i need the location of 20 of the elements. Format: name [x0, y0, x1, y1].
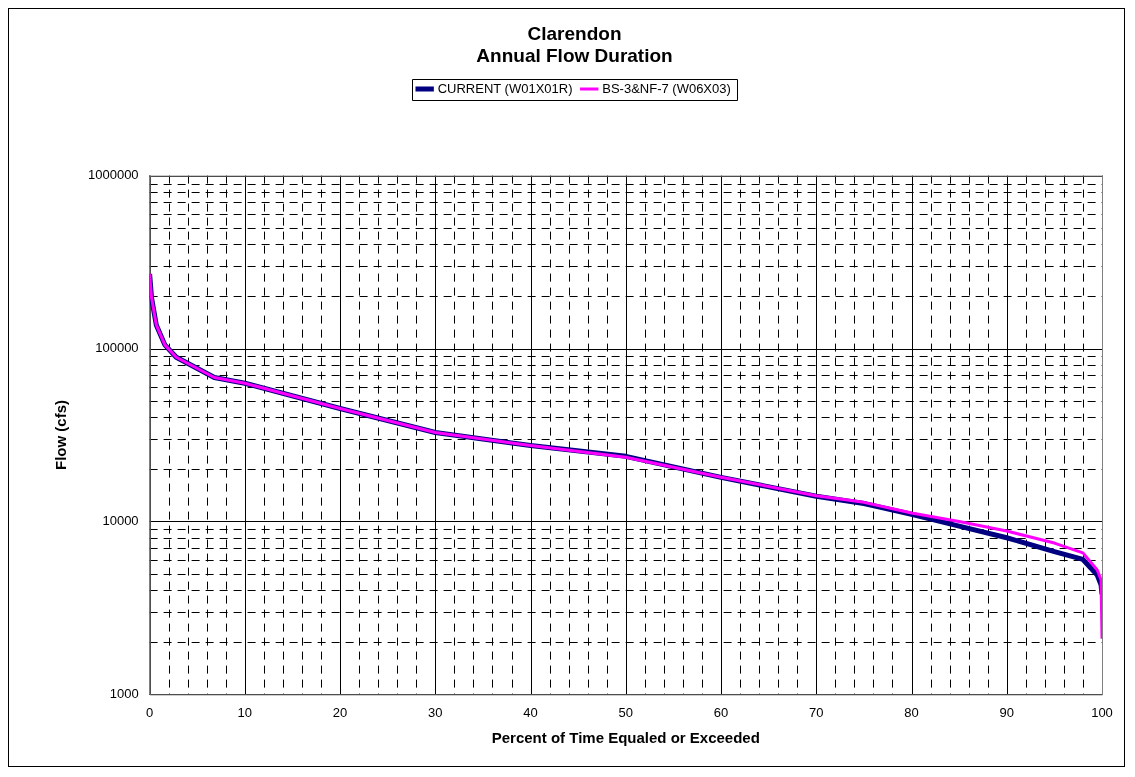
- x-tick-label: 60: [713, 704, 729, 720]
- legend-label: CURRENT (W01X01R): [437, 80, 573, 96]
- x-tick-label: 70: [809, 704, 824, 720]
- x-tick-label: 80: [904, 704, 919, 720]
- x-axis-title: Percent of Time Equaled or Exceeded: [491, 729, 760, 747]
- x-tick-label: 90: [999, 704, 1014, 720]
- x-tick-label: 30: [428, 704, 443, 720]
- x-tick-label: 50: [618, 704, 634, 720]
- y-tick-label: 1000000: [87, 167, 139, 183]
- y-tick-label: 1000: [109, 685, 139, 701]
- legend-label: BS-3&NF-7 (W06X03): [602, 80, 731, 96]
- x-tick-label: 0: [145, 704, 154, 720]
- x-tick-label: 10: [237, 704, 253, 720]
- y-axis-title: Flow (cfs): [52, 400, 70, 470]
- x-tick-label: 100: [1091, 704, 1113, 720]
- y-tick-label: 100000: [95, 340, 139, 356]
- x-tick-label: 20: [332, 704, 348, 720]
- chart-title: Clarendon Annual Flow Duration: [476, 22, 673, 67]
- y-tick-label: 10000: [102, 513, 139, 529]
- x-tick-label: 40: [523, 704, 538, 720]
